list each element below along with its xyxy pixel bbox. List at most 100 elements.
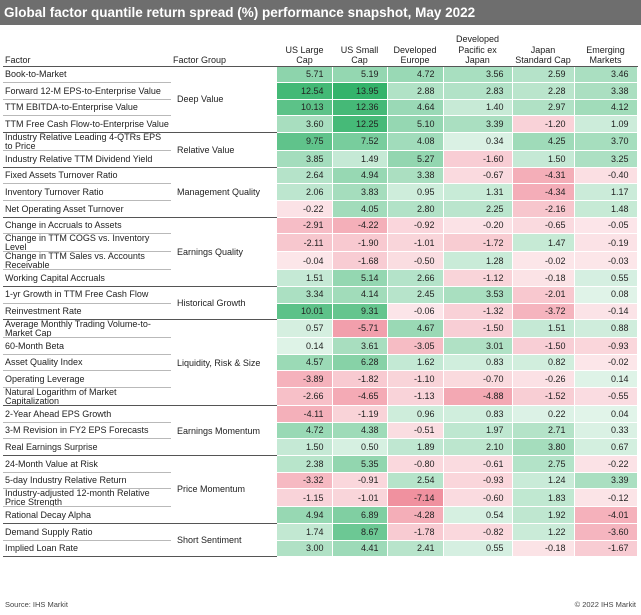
value-cell: 1.83 (512, 488, 575, 508)
value-cell: -0.20 (443, 217, 513, 235)
factor-name: Real Earnings Surprise (3, 438, 171, 457)
value-cell: 4.38 (332, 422, 388, 440)
value-cell: 9.75 (277, 132, 333, 152)
value-cell: -0.93 (574, 337, 638, 355)
value-cell: 10.01 (277, 303, 333, 321)
table-row: 5-day Industry Relative Return -3.32 -0.91… (3, 472, 638, 490)
column-header: Developed Pacific ex Japan (443, 27, 512, 67)
value-cell: -3.72 (512, 303, 575, 321)
table-row: 24-Month Value at Risk Price Momentum 2.38… (3, 455, 638, 524)
value-cell: -1.01 (387, 233, 444, 253)
value-cell: -4.88 (443, 387, 513, 407)
value-cell: -1.67 (574, 540, 638, 558)
value-cell: 5.19 (332, 66, 388, 84)
value-cell: -0.70 (443, 370, 513, 389)
value-cell: 1.49 (332, 150, 388, 168)
value-cell: -7.14 (387, 488, 444, 508)
value-cell: 3.61 (332, 337, 388, 355)
value-cell: 1.24 (512, 472, 575, 490)
factor-name: Net Operating Asset Turnover (3, 200, 171, 218)
value-cell: -0.65 (512, 217, 575, 235)
value-cell: 3.70 (574, 132, 638, 152)
value-cell: 3.38 (387, 167, 444, 185)
value-cell: 0.33 (574, 422, 638, 440)
value-cell: 2.41 (387, 540, 444, 558)
value-cell: -1.20 (512, 115, 575, 134)
value-cell: -1.13 (387, 387, 444, 407)
value-cell: -0.91 (332, 472, 388, 490)
value-cell: -1.32 (443, 303, 513, 321)
value-cell: -4.28 (387, 506, 444, 524)
value-cell: -4.31 (512, 167, 575, 185)
value-cell: 3.38 (574, 82, 638, 100)
value-cell: 1.31 (443, 183, 513, 201)
value-cell: 4.14 (332, 286, 388, 304)
value-cell: -1.52 (512, 387, 575, 407)
value-cell: 0.82 (512, 354, 575, 372)
page-title: Global factor quantile return spread (%)… (0, 0, 641, 25)
value-cell: 3.46 (574, 66, 638, 84)
value-cell: 0.55 (574, 269, 638, 287)
value-cell: 0.54 (443, 506, 513, 524)
value-cell: 1.09 (574, 115, 638, 134)
value-cell: 2.38 (277, 455, 333, 473)
value-cell: -1.68 (332, 251, 388, 271)
value-cell: -0.40 (574, 167, 638, 185)
value-cell: 1.74 (277, 523, 333, 541)
table-row: Change in TTM Sales vs. Accounts Receiva… (3, 251, 638, 271)
value-cell: 3.34 (277, 286, 333, 304)
table-row: Natural Logarithm of Market Capitalizati… (3, 387, 638, 407)
factor-name: TTM EBITDA-to-Enterprise Value (3, 99, 171, 117)
value-cell: 2.80 (387, 200, 444, 218)
copyright-note: © 2022 IHS Markit (574, 600, 636, 609)
value-cell: -5.71 (332, 319, 388, 339)
value-cell: 7.52 (332, 132, 388, 152)
value-cell: 2.83 (443, 82, 513, 100)
value-cell: -3.60 (574, 523, 638, 541)
factor-name: 60-Month Beta (3, 337, 171, 355)
value-cell: 5.10 (387, 115, 444, 134)
value-cell: 3.39 (443, 115, 513, 134)
table-row: Industry Relative Leading 4-QTRs EPS to … (3, 132, 638, 168)
value-cell: 2.59 (512, 66, 575, 84)
value-cell: 1.28 (443, 251, 513, 271)
value-cell: -4.22 (332, 217, 388, 235)
factor-name: Natural Logarithm of Market Capitalizati… (3, 387, 171, 407)
table-body: Book-to-Market Deep Value 5.71 5.19 4.72 3.56… (3, 66, 638, 558)
factor-group-label: Deep Value (171, 66, 277, 134)
value-cell: -0.92 (387, 217, 444, 235)
value-cell: 4.94 (332, 167, 388, 185)
factor-name: Change in Accruals to Assets (3, 217, 171, 235)
value-cell: -0.55 (574, 387, 638, 407)
value-cell: 1.92 (512, 506, 575, 524)
value-cell: 0.88 (574, 319, 638, 339)
table-row: Operating Leverage -3.89 -1.82 -1.10 -0.70 -0… (3, 370, 638, 389)
value-cell: -0.67 (443, 167, 513, 185)
value-cell: -4.11 (277, 405, 333, 423)
table-row: Forward 12-M EPS-to-Enterprise Value 12.5… (3, 82, 638, 100)
factor-group-label: Earnings Momentum (171, 405, 277, 457)
value-cell: 2.25 (443, 200, 513, 218)
value-cell: 0.83 (443, 405, 513, 423)
value-cell: 0.83 (443, 354, 513, 372)
table-row: Change in Accruals to Assets Earnings Qua… (3, 217, 638, 287)
value-cell: 5.27 (387, 150, 444, 168)
value-cell: 13.95 (332, 82, 388, 100)
value-cell: -0.06 (387, 303, 444, 321)
value-cell: 2.97 (512, 99, 575, 117)
value-cell: 2.66 (387, 269, 444, 287)
value-cell: -0.12 (574, 488, 638, 508)
table-row: Inventory Turnover Ratio 2.06 3.83 0.95 1.31… (3, 183, 638, 201)
value-cell: -4.65 (332, 387, 388, 407)
factor-name: Industry Relative TTM Dividend Yield (3, 150, 171, 168)
value-cell: 4.72 (277, 422, 333, 440)
factor-name: Forward 12-M EPS-to-Enterprise Value (3, 82, 171, 100)
value-cell: -0.80 (387, 455, 444, 473)
value-cell: -0.03 (574, 251, 638, 271)
value-cell: 4.05 (332, 200, 388, 218)
factor-group-column-header: Factor Group (171, 27, 277, 67)
factor-column-header: Factor (3, 27, 171, 67)
factor-name: Demand Supply Ratio (3, 523, 171, 541)
factor-group-label: Short Sentiment (171, 523, 277, 558)
value-cell: -1.72 (443, 233, 513, 253)
